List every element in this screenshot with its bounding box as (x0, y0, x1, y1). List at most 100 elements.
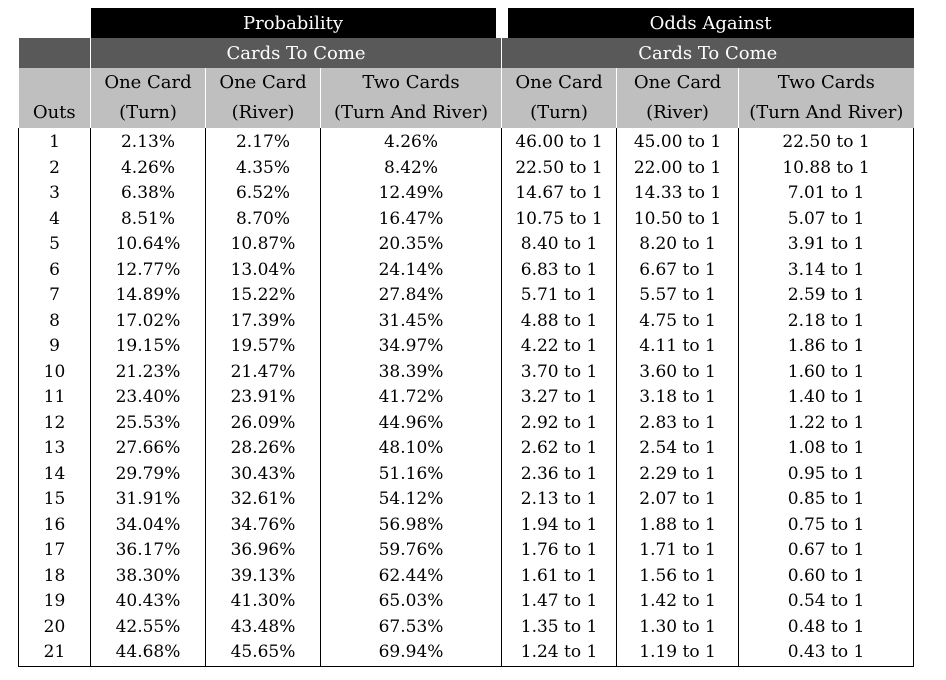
odds-two-cards-cell: 1.86 to 1 (738, 334, 915, 360)
prob-turn-cell: 12.77% (90, 257, 206, 283)
prob-two-cards-cell: 8.42% (319, 155, 503, 181)
prob-turn-cell: 44.68% (90, 640, 206, 667)
odds-river-cell: 14.33 to 1 (616, 181, 740, 207)
outs-cell: 15 (18, 487, 91, 513)
table-row: 1 2.13% 2.17% 4.26% 46.00 to 1 45.00 to 1 22.5… (18, 128, 915, 156)
prob-two-cards-cell: 41.72% (319, 385, 503, 411)
odds-turn-cell: 3.27 to 1 (501, 385, 618, 411)
odds-river-cell: 3.18 to 1 (616, 385, 740, 411)
prob-river-cell: 2.17% (205, 128, 321, 156)
prob-turn-cell: 2.13% (90, 128, 206, 156)
prob-two-cards-cell: 4.26% (319, 128, 503, 156)
prob-two-cards-cell: 16.47% (319, 206, 503, 232)
table-row: 6 12.77% 13.04% 24.14% 6.83 to 1 6.67 to 1 3.1… (18, 257, 915, 283)
prob-two-cards-cell: 12.49% (319, 181, 503, 207)
odds-river-cell: 1.30 to 1 (616, 614, 740, 640)
odds-turn-cell: 4.88 to 1 (501, 308, 618, 334)
prob-two-cards-cell: 51.16% (319, 461, 503, 487)
table-row: 19 40.43% 41.30% 65.03% 1.47 to 1 1.42 to 1 0.… (18, 589, 915, 615)
outs-cell: 7 (18, 283, 91, 309)
table-row: 16 34.04% 34.76% 56.98% 1.94 to 1 1.88 to 1 0.… (18, 512, 915, 538)
odds-two-cards-cell: 0.67 to 1 (738, 538, 915, 564)
prob-turn-cell: 19.15% (90, 334, 206, 360)
table-body: 1 2.13% 2.17% 4.26% 46.00 to 1 45.00 to 1 22.5… (18, 128, 915, 667)
outs-cell: 5 (18, 232, 91, 258)
prob-two-cards-cell: 65.03% (319, 589, 503, 615)
prob-turn-cell: 8.51% (90, 206, 206, 232)
odds-river-cell: 1.19 to 1 (616, 640, 740, 667)
prob-two-cards-cell: 27.84% (319, 283, 503, 309)
prob-two-cards-cell: 69.94% (319, 640, 503, 667)
prob-turn-cell: 14.89% (90, 283, 206, 309)
prob-turn-cell: 40.43% (90, 589, 206, 615)
table-row: 21 44.68% 45.65% 69.94% 1.24 to 1 1.19 to 1 0.… (18, 640, 915, 667)
odds-river-cell: 1.56 to 1 (616, 563, 740, 589)
odds-two-cards-cell: 0.43 to 1 (738, 640, 915, 667)
prob-river-cell: 36.96% (205, 538, 321, 564)
odds-two-cards-cell: 1.40 to 1 (738, 385, 915, 411)
odds-two-cards-column-header: Two Cards (Turn And River) (738, 68, 914, 128)
prob-two-cards-cell: 20.35% (319, 232, 503, 258)
prob-river-cell: 10.87% (205, 232, 321, 258)
outs-cell: 6 (18, 257, 91, 283)
table-row: 3 6.38% 6.52% 12.49% 14.67 to 1 14.33 to 1 7.0… (18, 181, 915, 207)
prob-river-cell: 30.43% (205, 461, 321, 487)
corner-cell (18, 8, 91, 38)
odds-river-cell: 4.11 to 1 (616, 334, 740, 360)
outs-cell: 17 (18, 538, 91, 564)
odds-two-cards-cell: 0.60 to 1 (738, 563, 915, 589)
odds-two-cards-cell: 10.88 to 1 (738, 155, 915, 181)
prob-turn-cell: 29.79% (90, 461, 206, 487)
outs-cell: 8 (18, 308, 91, 334)
odds-against-header: Odds Against (495, 8, 914, 38)
odds-two-cards-cell: 2.59 to 1 (738, 283, 915, 309)
prob-river-cell: 17.39% (205, 308, 321, 334)
prob-river-cell: 45.65% (205, 640, 321, 667)
prob-turn-cell: 6.38% (90, 181, 206, 207)
odds-two-cards-cell: 2.18 to 1 (738, 308, 915, 334)
prob-river-column-header: One Card (River) (205, 68, 321, 128)
prob-turn-cell: 10.64% (90, 232, 206, 258)
outs-cell: 9 (18, 334, 91, 360)
prob-two-cards-cell: 59.76% (319, 538, 503, 564)
outs-cell: 4 (18, 206, 91, 232)
prob-turn-cell: 21.23% (90, 359, 206, 385)
prob-river-cell: 39.13% (205, 563, 321, 589)
prob-turn-cell: 31.91% (90, 487, 206, 513)
outs-cell: 2 (18, 155, 91, 181)
odds-river-cell: 22.00 to 1 (616, 155, 740, 181)
prob-turn-cell: 34.04% (90, 512, 206, 538)
outs-cell: 3 (18, 181, 91, 207)
table-row: 18 38.30% 39.13% 62.44% 1.61 to 1 1.56 to 1 0.… (18, 563, 915, 589)
odds-river-cell: 2.83 to 1 (616, 410, 740, 436)
outs-cell: 16 (18, 512, 91, 538)
table-row: 8 17.02% 17.39% 31.45% 4.88 to 1 4.75 to 1 2.1… (18, 308, 915, 334)
prob-river-cell: 13.04% (205, 257, 321, 283)
prob-river-cell: 23.91% (205, 385, 321, 411)
odds-river-cell: 6.67 to 1 (616, 257, 740, 283)
prob-two-cards-cell: 48.10% (319, 436, 503, 462)
odds-turn-cell: 2.92 to 1 (501, 410, 618, 436)
table-row: 9 19.15% 19.57% 34.97% 4.22 to 1 4.11 to 1 1.8… (18, 334, 915, 360)
odds-river-cell: 4.75 to 1 (616, 308, 740, 334)
prob-two-cards-cell: 31.45% (319, 308, 503, 334)
odds-river-cell: 5.57 to 1 (616, 283, 740, 309)
outs-cell: 13 (18, 436, 91, 462)
odds-river-cell: 2.54 to 1 (616, 436, 740, 462)
odds-turn-cell: 1.76 to 1 (501, 538, 618, 564)
prob-turn-column-header: One Card (Turn) (90, 68, 206, 128)
odds-turn-cell: 2.62 to 1 (501, 436, 618, 462)
prob-two-cards-cell: 56.98% (319, 512, 503, 538)
table-row: 2 4.26% 4.35% 8.42% 22.50 to 1 22.00 to 1 10.8… (18, 155, 915, 181)
odds-turn-cell: 5.71 to 1 (501, 283, 618, 309)
table-row: 4 8.51% 8.70% 16.47% 10.75 to 1 10.50 to 1 5.0… (18, 206, 915, 232)
prob-river-cell: 4.35% (205, 155, 321, 181)
prob-two-cards-cell: 24.14% (319, 257, 503, 283)
prob-river-cell: 8.70% (205, 206, 321, 232)
subgroup-header-row: Cards To Come Cards To Come (18, 38, 914, 68)
odds-turn-cell: 10.75 to 1 (501, 206, 618, 232)
odds-two-cards-cell: 1.08 to 1 (738, 436, 915, 462)
odds-two-cards-cell: 0.75 to 1 (738, 512, 915, 538)
outs-cell: 21 (18, 640, 91, 667)
outs-cell: 18 (18, 563, 91, 589)
